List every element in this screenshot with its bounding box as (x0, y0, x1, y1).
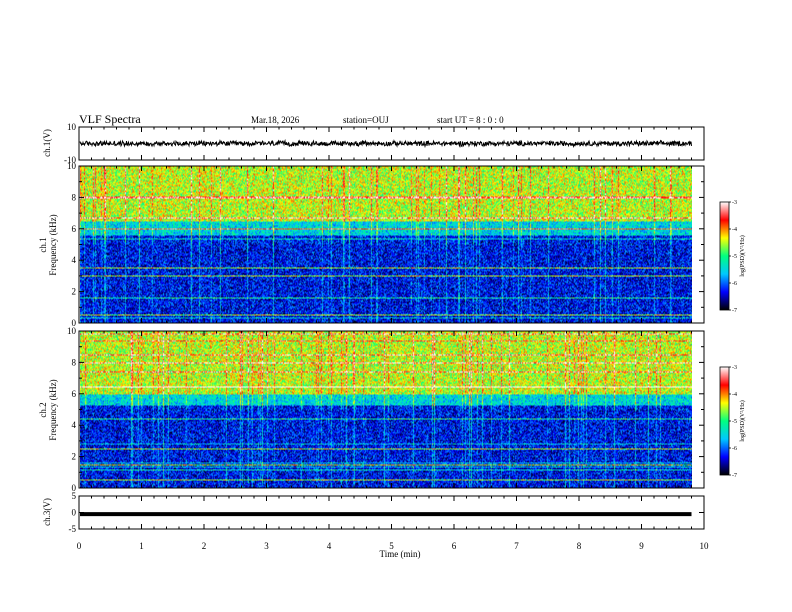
y-tick-label: -10 (64, 155, 76, 165)
ch1-colorbar: -3 -4 -5 -6 -7 log(PSD)(V²/Hz) (719, 200, 746, 314)
colorbar-gradient (719, 366, 730, 476)
colorbar-tick-label: -5 (732, 254, 737, 260)
colorbar-title: log(PSD)(V²/Hz) (739, 400, 746, 441)
y-tick-label: -5 (69, 524, 77, 534)
date-label: Mar.18, 2026 (251, 115, 300, 125)
x-tick-label: 7 (514, 541, 519, 551)
x-tick-label: 9 (639, 541, 644, 551)
ch1-spectrogram-y-ticks: 0 2 4 6 8 10 (67, 161, 704, 328)
y-tick-label: 6 (72, 389, 77, 399)
colorbar-tick-label: -6 (732, 446, 737, 452)
figure-title: VLF Spectra (79, 112, 141, 126)
colorbar-gradient (719, 201, 730, 311)
y-tick-label: 8 (72, 192, 77, 202)
y-tick-label: 2 (72, 452, 77, 462)
time-axis-tick-labels: 0 1 2 3 4 5 6 7 8 9 10 (77, 541, 709, 551)
spectrogram-raster (80, 166, 692, 323)
x-tick-label: 5 (389, 541, 394, 551)
colorbar-tick-label: -7 (732, 473, 737, 479)
ch2-spectrogram-ylabel-channel: ch.2 (38, 402, 48, 417)
y-tick-label: 10 (67, 122, 77, 132)
colorbar-tick-label: -4 (732, 392, 737, 398)
colorbar-tick-label: -3 (732, 365, 737, 371)
y-tick-label: 0 (72, 483, 77, 493)
y-tick-label: 0 (72, 508, 77, 518)
y-tick-label: 10 (67, 326, 77, 336)
start-time-label: start UT = 8 : 0 : 0 (437, 115, 504, 125)
x-tick-label: 4 (327, 541, 332, 551)
ch3-waveform-y-ticks: 5 0 -5 (69, 491, 704, 534)
colorbar-title: log(PSD)(V²/Hz) (739, 235, 746, 276)
ch1-spectrogram-image (80, 166, 692, 323)
colorbar-tick-label: -7 (732, 308, 737, 314)
ch1-spectrogram-ylabel-channel: ch.1 (38, 237, 48, 252)
x-tick-label: 0 (77, 541, 82, 551)
colorbar-tick-label: -5 (732, 419, 737, 425)
y-tick-label: 2 (72, 287, 77, 297)
x-tick-label: 3 (264, 541, 269, 551)
station-label: station=OUJ (343, 115, 389, 125)
y-tick-label: 8 (72, 357, 77, 367)
time-axis-ticks (78, 127, 705, 529)
x-tick-label: 2 (202, 541, 207, 551)
time-axis-label: Time (min) (380, 549, 421, 559)
ch2-colorbar: -3 -4 -5 -6 -7 log(PSD)(V²/Hz) (719, 365, 746, 479)
ch2-spectrogram-image (80, 331, 692, 488)
ch2-spectrogram-ylabel-frequency: Frequency (kHz) (48, 379, 58, 440)
spectrogram-raster (80, 331, 692, 488)
ch2-spectrogram-y-ticks: 0 2 4 6 8 10 (67, 326, 704, 493)
ch2-spectrogram-panel: 0 2 4 6 8 10 ch.2 Frequency (kHz) (38, 326, 705, 493)
x-tick-label: 6 (452, 541, 457, 551)
y-tick-label: 6 (72, 224, 77, 234)
ch3-waveform-ylabel: ch.3(V) (42, 498, 52, 526)
ch1-spectrogram-panel: 0 2 4 6 8 10 ch.1 Frequency (kHz) (38, 161, 705, 328)
x-tick-label: 1 (139, 541, 144, 551)
y-tick-label: 10 (67, 161, 77, 171)
ch1-waveform-trace (79, 138, 692, 149)
colorbar-tick-label: -6 (732, 281, 737, 287)
ch1-waveform-ylabel: ch.1(V) (42, 129, 52, 157)
x-tick-label: 10 (700, 541, 710, 551)
ch1-spectrogram-ylabel-frequency: Frequency (kHz) (48, 214, 58, 275)
y-tick-label: 0 (72, 318, 77, 328)
y-tick-label: 5 (72, 491, 77, 501)
y-tick-label: 4 (72, 255, 77, 265)
ch1-waveform-y-ticks: 10 -10 (64, 122, 704, 165)
ch1-waveform-line (79, 138, 692, 149)
y-tick-label: 4 (72, 420, 77, 430)
colorbar-tick-label: -4 (732, 227, 737, 233)
colorbar-tick-label: -3 (732, 200, 737, 206)
x-tick-label: 8 (577, 541, 582, 551)
